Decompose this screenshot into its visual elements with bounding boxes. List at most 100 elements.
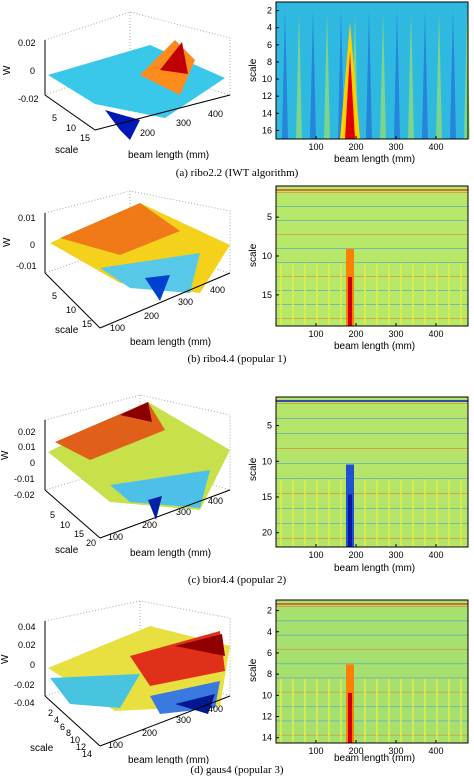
x-tick: 100: [110, 323, 125, 333]
heatmap-frame: [275, 1, 469, 140]
y-tick-label: 8: [267, 57, 272, 67]
z-tick: -0.02: [14, 490, 35, 500]
scalogram-a: 2 4 6 8 10 12 14 16 100 200 300 400 scale beam len…: [248, 1, 470, 165]
heatmap-stripe: [292, 678, 294, 743]
heatmap-band: [276, 677, 468, 679]
y-tick: 20: [86, 538, 96, 548]
panel-c: W 0.02 0.01 0 -0.01 -0.02 5 10 15 20 sca…: [0, 390, 474, 600]
y-ticks: 2 4 6 8 10 12 14 16: [262, 6, 279, 135]
heatmap-stripe: [424, 678, 426, 743]
y-tick-label: 14: [262, 733, 272, 743]
surface-trough: [105, 110, 140, 140]
z-tick: 0.01: [18, 442, 36, 452]
heatmap-band: [276, 493, 468, 494]
heatmap-frame: [275, 396, 469, 548]
surface-axes: [44, 40, 231, 131]
heatmap-stripe: [296, 10, 302, 139]
x-ticks: 100 200 300 400: [308, 544, 444, 560]
z-tick: 0: [30, 66, 35, 76]
heatmap-stripe: [304, 678, 306, 743]
z-tick: 0.01: [18, 213, 36, 223]
z-tick: 0.04: [18, 622, 36, 632]
y-tick: 10: [70, 735, 80, 745]
y-tick-label: 6: [267, 648, 272, 658]
z-tick: 0.02: [18, 38, 36, 48]
heatmap-stripe: [380, 10, 386, 139]
heatmap-stripes: [276, 189, 468, 326]
y-tick-label: 2: [267, 606, 272, 616]
heatmap-stripe: [412, 479, 414, 547]
y-axis-label: scale: [30, 743, 54, 754]
y-tick: 12: [76, 742, 86, 752]
y-tick: 5: [52, 291, 57, 301]
y-tick: 14: [82, 749, 92, 759]
heatmap-band: [276, 220, 468, 221]
surface-warm: [60, 203, 180, 255]
surface-axes: [44, 621, 231, 747]
x-tick-label: 400: [428, 746, 443, 756]
y-tick: 2: [48, 708, 53, 718]
y-axis-label: scale: [55, 545, 79, 556]
x-tick-label: 100: [308, 550, 323, 560]
x-axis-label: beam length (mm): [130, 548, 211, 559]
y-tick: 10: [66, 305, 76, 315]
heatmap-stripe: [400, 678, 402, 743]
x-tick-label: 400: [428, 550, 443, 560]
heatmap-stripe: [400, 479, 402, 547]
heatmap-stripes: [276, 603, 468, 743]
y-ticks: 2 4 6 8 10 12 14: [262, 606, 279, 743]
x-tick: 100: [108, 740, 123, 750]
y-ticks: 5 10 15 20: [262, 421, 279, 538]
x-tick: 400: [208, 704, 223, 714]
x-axis-label: beam length (mm): [334, 154, 415, 165]
x-tick-label: 200: [348, 142, 363, 152]
heatmap-stripe: [280, 678, 282, 743]
z-axis-label: W: [0, 654, 11, 664]
surface-plot-a: W 0.02 0 -0.02 5 10 15 scale 200 300 400…: [2, 11, 231, 161]
y-tick: 10: [60, 520, 70, 530]
y-tick: 10: [66, 123, 76, 133]
x-tick-label: 300: [388, 746, 403, 756]
heatmap-stripe: [304, 479, 306, 547]
y-tick: 5: [52, 113, 57, 123]
caption-d: (d) gaus4 (popular 3): [190, 764, 284, 776]
x-ticks: 100 200 300 400: [308, 136, 444, 152]
heatmap-stripe: [460, 479, 462, 547]
heatmap-stripe: [448, 678, 450, 743]
surface-axes: [44, 213, 231, 329]
caption-c: (c) bior4.4 (popular 2): [187, 574, 287, 586]
heatmap-stripe: [436, 678, 438, 743]
heatmap-stripe: [422, 10, 428, 139]
heatmap-band: [276, 276, 468, 277]
heatmap-band: [276, 634, 468, 636]
y-tick-label: 15: [262, 290, 272, 300]
heatmap-stripe: [450, 10, 456, 139]
x-axis-label: beam length (mm): [334, 563, 415, 574]
y-axis-label: scale: [55, 325, 79, 336]
x-tick-label: 100: [308, 746, 323, 756]
y-axis-label: scale: [248, 243, 259, 267]
z-tick: -0.02: [14, 680, 35, 690]
heatmap-band: [276, 248, 468, 249]
heatmap-band: [276, 234, 468, 235]
heatmap-band: [276, 508, 468, 509]
heatmap-stripe: [388, 678, 390, 743]
y-tick-label: 2: [267, 6, 272, 16]
y-tick-label: 10: [262, 690, 272, 700]
heatmap-stripe: [376, 678, 378, 743]
scalogram-c: 5 10 15 20 100 200 300 400 scale beam length (…: [248, 396, 469, 574]
x-tick-label: 200: [348, 746, 363, 756]
heatmap-band: [276, 463, 468, 464]
heatmap-band: [276, 304, 468, 305]
heatmap-stripe: [364, 263, 366, 326]
y-ticks: 5 10 15: [262, 212, 279, 300]
x-tick: 400: [208, 109, 223, 119]
x-tick-label: 400: [428, 142, 443, 152]
x-axis-label: beam length (mm): [128, 755, 209, 764]
heatmap-stripe: [376, 263, 378, 326]
damage-core: [348, 494, 352, 547]
x-tick: 400: [210, 285, 225, 295]
heatmap-stripe: [316, 479, 318, 547]
heatmap-stripes: [276, 400, 468, 547]
heatmap-stripe: [324, 10, 330, 139]
